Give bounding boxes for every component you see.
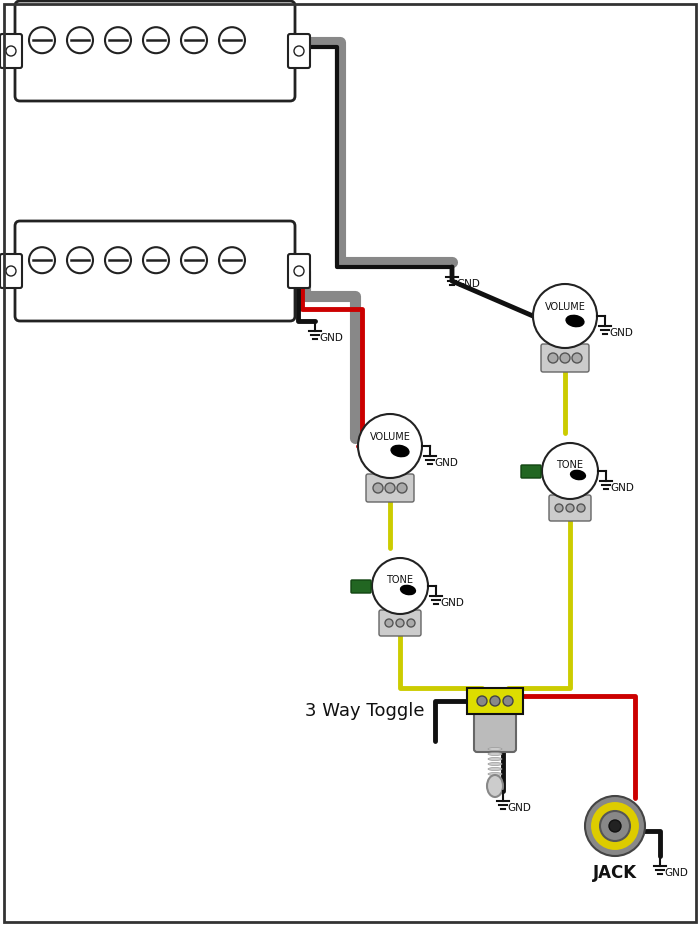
Circle shape — [219, 247, 245, 273]
Circle shape — [181, 247, 207, 273]
Text: GND: GND — [609, 328, 633, 338]
Ellipse shape — [400, 585, 415, 594]
Text: GND: GND — [434, 458, 458, 468]
FancyBboxPatch shape — [549, 495, 591, 521]
FancyBboxPatch shape — [15, 221, 295, 321]
Circle shape — [397, 483, 407, 493]
FancyBboxPatch shape — [288, 254, 310, 288]
Circle shape — [29, 27, 55, 53]
Circle shape — [358, 414, 422, 478]
Ellipse shape — [487, 775, 503, 797]
FancyBboxPatch shape — [521, 465, 541, 478]
Circle shape — [6, 46, 16, 56]
FancyBboxPatch shape — [351, 580, 371, 593]
FancyBboxPatch shape — [0, 34, 22, 68]
Circle shape — [396, 619, 404, 627]
Text: TONE: TONE — [386, 575, 414, 585]
Circle shape — [590, 801, 640, 851]
Text: GND: GND — [610, 483, 634, 493]
Text: TONE: TONE — [556, 460, 584, 470]
Circle shape — [585, 796, 645, 856]
Circle shape — [477, 696, 487, 706]
Text: GND: GND — [440, 598, 464, 608]
Circle shape — [609, 820, 621, 832]
FancyBboxPatch shape — [288, 34, 310, 68]
Circle shape — [407, 619, 415, 627]
Circle shape — [566, 504, 574, 512]
FancyBboxPatch shape — [474, 711, 516, 752]
Text: JACK: JACK — [593, 864, 637, 882]
Text: GND: GND — [319, 333, 343, 343]
Text: 3 Way Toggle: 3 Way Toggle — [305, 702, 425, 720]
Circle shape — [577, 504, 585, 512]
Text: GND: GND — [664, 868, 688, 878]
Ellipse shape — [488, 768, 502, 770]
FancyBboxPatch shape — [0, 254, 22, 288]
Circle shape — [373, 483, 383, 493]
Circle shape — [572, 353, 582, 363]
Circle shape — [29, 247, 55, 273]
Circle shape — [143, 247, 169, 273]
Circle shape — [294, 46, 304, 56]
FancyBboxPatch shape — [15, 1, 295, 101]
Ellipse shape — [391, 445, 409, 457]
Circle shape — [294, 266, 304, 276]
Ellipse shape — [488, 772, 502, 775]
Ellipse shape — [488, 753, 502, 756]
Ellipse shape — [570, 470, 585, 480]
Circle shape — [385, 619, 393, 627]
Ellipse shape — [566, 316, 584, 327]
FancyBboxPatch shape — [379, 610, 421, 636]
Circle shape — [600, 811, 630, 841]
Circle shape — [490, 696, 500, 706]
Circle shape — [67, 27, 93, 53]
Circle shape — [219, 27, 245, 53]
Circle shape — [67, 247, 93, 273]
Ellipse shape — [488, 757, 502, 760]
Text: GND: GND — [456, 279, 480, 289]
Ellipse shape — [488, 762, 502, 766]
Text: VOLUME: VOLUME — [370, 432, 410, 442]
Circle shape — [6, 266, 16, 276]
Text: GND: GND — [507, 803, 531, 813]
Circle shape — [542, 443, 598, 499]
Circle shape — [385, 483, 395, 493]
Circle shape — [372, 558, 428, 614]
Circle shape — [533, 284, 597, 348]
Circle shape — [503, 696, 513, 706]
FancyBboxPatch shape — [366, 474, 414, 502]
Circle shape — [105, 247, 131, 273]
Text: VOLUME: VOLUME — [545, 302, 585, 312]
Circle shape — [181, 27, 207, 53]
Bar — [467, 688, 523, 714]
Circle shape — [555, 504, 563, 512]
Ellipse shape — [488, 747, 502, 750]
Circle shape — [105, 27, 131, 53]
Circle shape — [560, 353, 570, 363]
Circle shape — [548, 353, 558, 363]
FancyBboxPatch shape — [541, 344, 589, 372]
Circle shape — [143, 27, 169, 53]
